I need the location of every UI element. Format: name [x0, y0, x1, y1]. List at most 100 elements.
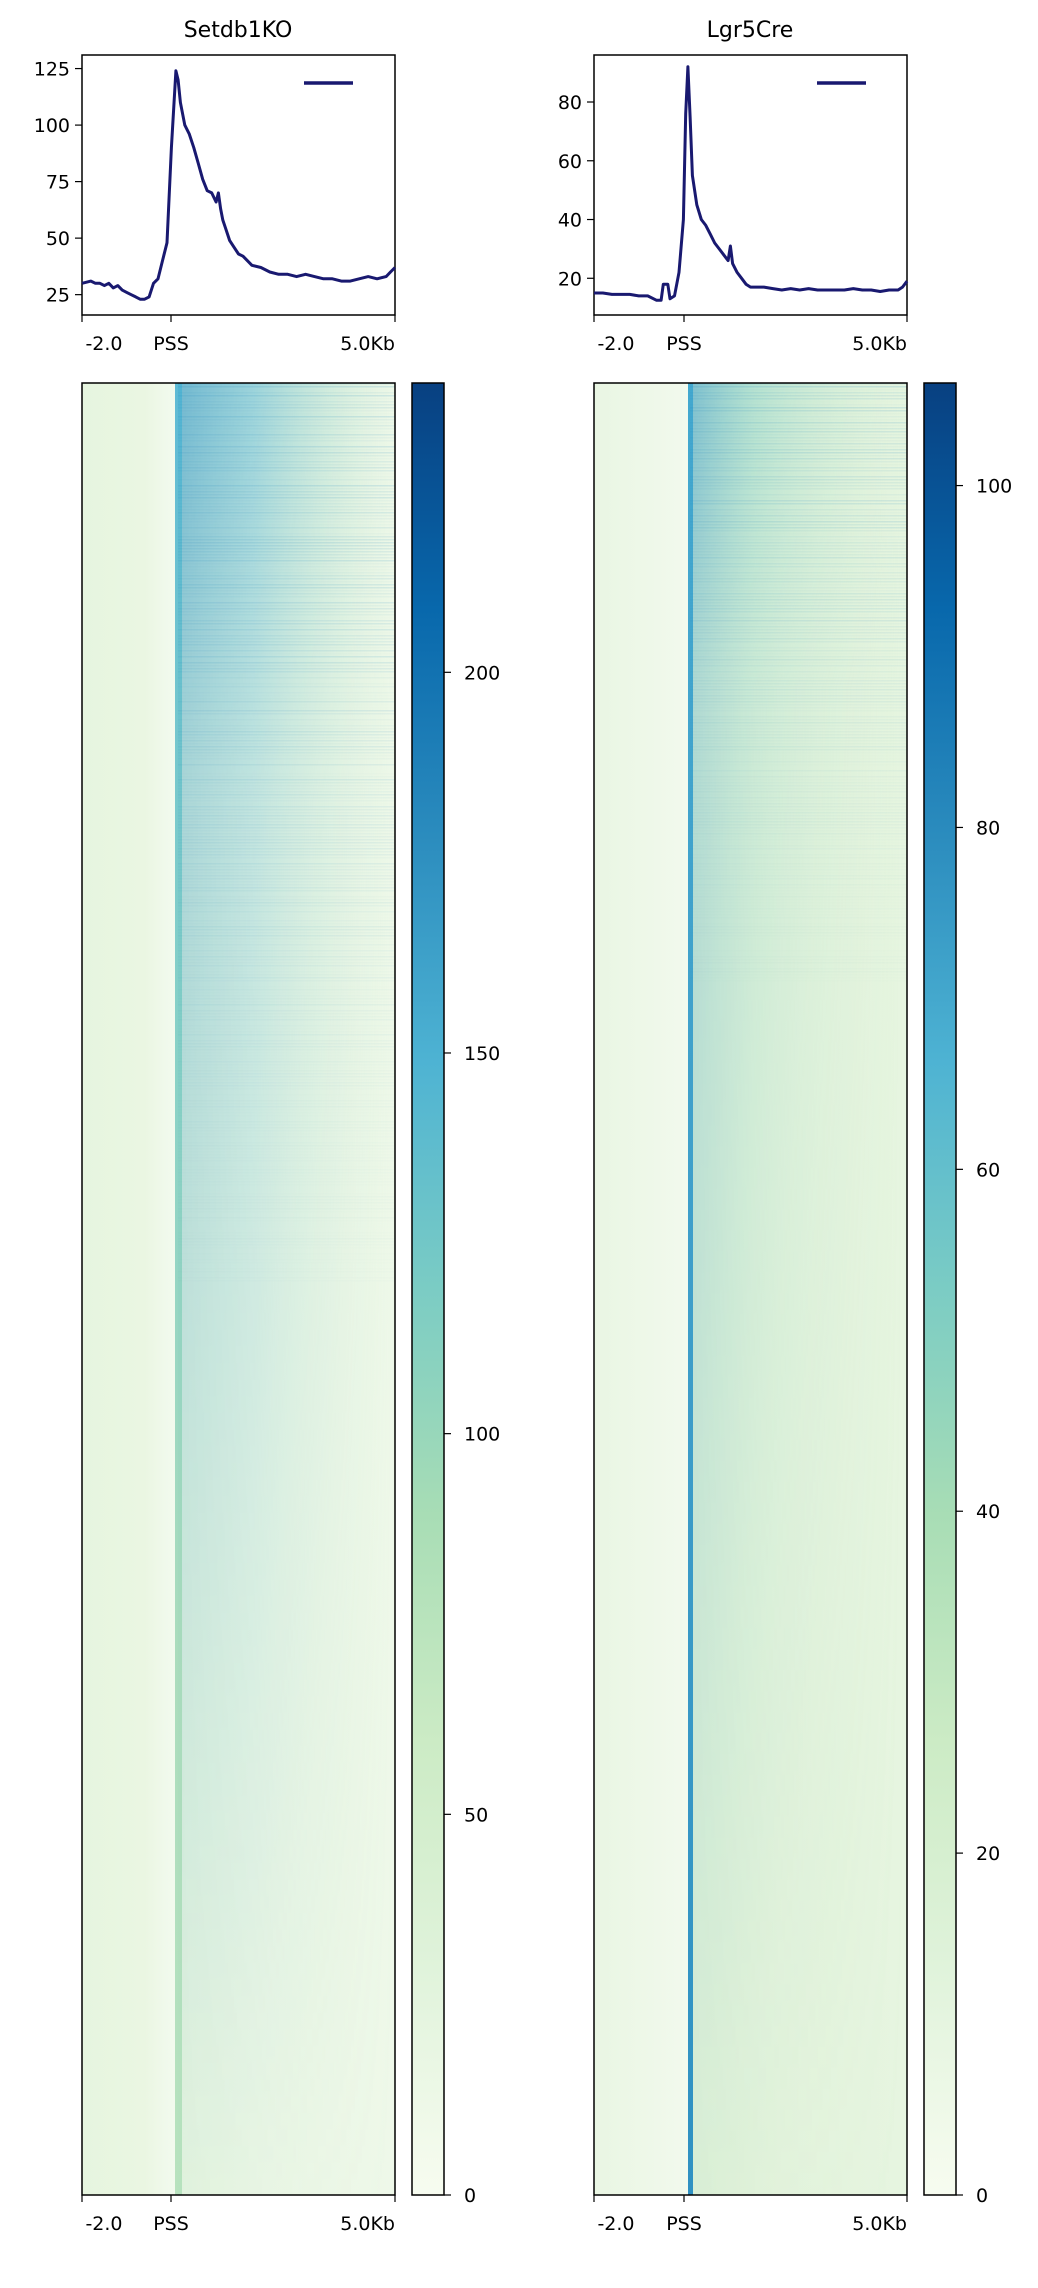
heatmap-row-texture: [178, 914, 395, 916]
heatmap-row-texture: [690, 509, 907, 511]
heatmap-row-texture: [690, 815, 907, 817]
heatmap-row-texture: [690, 623, 907, 625]
heatmap-row-texture: [178, 503, 395, 505]
heatmap-row-texture: [690, 398, 907, 400]
heatmap-row-texture: [178, 1118, 395, 1120]
heatmap-row-texture: [690, 497, 907, 499]
heatmap-row-texture: [178, 1163, 395, 1165]
heatmap-row-texture: [690, 935, 907, 937]
heatmap-row-texture: [178, 932, 395, 934]
heatmap-row-texture: [178, 443, 395, 445]
heatmap-row-texture: [690, 425, 907, 427]
heatmap-row-texture: [178, 1130, 395, 1132]
heatmap-row-texture: [178, 566, 395, 568]
heatmap-row-texture: [690, 701, 907, 703]
heatmap-row-texture: [178, 1181, 395, 1183]
heatmap-row-texture: [178, 746, 395, 748]
heatmap-row-texture: [178, 761, 395, 763]
heatmap-row-texture: [178, 527, 395, 529]
heatmap-row-texture: [690, 959, 907, 961]
heatmap-row-texture: [178, 662, 395, 664]
heatmap-row-texture: [178, 1028, 395, 1030]
colorbar-tick-label: 40: [976, 1501, 1000, 1523]
heatmap-row-texture: [690, 656, 907, 658]
heatmap-row-texture: [690, 680, 907, 682]
heatmap-row-texture: [178, 980, 395, 982]
heatmap-row-texture: [178, 710, 395, 712]
y-tick-label: 40: [558, 210, 582, 232]
heatmap-row-texture: [178, 605, 395, 607]
heatmap-row-texture: [178, 641, 395, 643]
heatmap-row-texture: [178, 902, 395, 904]
heatmap-row-texture: [690, 950, 907, 952]
heatmap-row-texture: [178, 1040, 395, 1042]
heatmap-row-texture: [178, 791, 395, 793]
heatmap-row-texture: [178, 515, 395, 517]
heatmap-row-texture: [178, 464, 395, 466]
heatmap-row-texture: [178, 437, 395, 439]
heatmap-row-texture: [178, 563, 395, 565]
heatmap-row-texture: [178, 1109, 395, 1111]
heatmap-row-texture: [178, 1088, 395, 1090]
heatmap-row-texture: [690, 842, 907, 844]
x-axis: -2.0 PSS 5.0Kb: [81, 315, 396, 355]
heatmap-row-texture: [178, 521, 395, 523]
heatmap-row-texture: [690, 431, 907, 433]
heatmap-row-texture: [178, 1133, 395, 1135]
heatmap-row-texture: [178, 1202, 395, 1204]
heatmap-row-texture: [178, 923, 395, 925]
heatmap-row-texture: [690, 710, 907, 712]
heatmap-row-texture: [690, 653, 907, 655]
heatmap-row-texture: [178, 1115, 395, 1117]
x-tick-label: -2.0: [85, 2213, 122, 2235]
heatmap-row-texture: [178, 1124, 395, 1126]
heatmap-row-texture: [178, 428, 395, 430]
heatmap-row-texture: [178, 770, 395, 772]
x-axis: -2.0 PSS 5.0Kb: [593, 315, 908, 355]
heatmap-row-texture: [178, 512, 395, 514]
y-tick-label: 20: [558, 268, 582, 290]
heatmap-row-texture: [178, 1253, 395, 1255]
heatmap-row-texture: [690, 482, 907, 484]
profile-title: Lgr5Cre: [707, 18, 794, 43]
heatmap-row-texture: [178, 476, 395, 478]
heatmap-row-texture: [178, 788, 395, 790]
heatmap-row-texture: [178, 560, 395, 562]
heatmap-row-texture: [178, 536, 395, 538]
heatmap-row-texture: [178, 413, 395, 415]
heatmap-row-texture: [178, 938, 395, 940]
heatmap-row-texture: [690, 836, 907, 838]
heatmap-row-texture: [690, 770, 907, 772]
heatmap-row-texture: [178, 800, 395, 802]
heatmap-row-texture: [690, 974, 907, 976]
heatmap-row-texture: [690, 407, 907, 409]
series-line: [81, 69, 397, 301]
heatmap-row-texture: [690, 878, 907, 880]
heatmap-row-texture: [178, 695, 395, 697]
heatmap-row-texture: [178, 944, 395, 946]
heatmap-row-texture: [690, 686, 907, 688]
heatmap-row-texture: [178, 572, 395, 574]
heatmap-row-texture: [690, 743, 907, 745]
heatmap-row-texture: [178, 461, 395, 463]
heatmap-row-texture: [690, 449, 907, 451]
x-tick-label: PSS: [153, 2213, 189, 2235]
heatmap-row-texture: [690, 476, 907, 478]
heatmap-row-texture: [178, 608, 395, 610]
heatmap-row-texture: [178, 590, 395, 592]
heatmap-row-texture: [178, 1022, 395, 1024]
heatmap-row-texture: [178, 818, 395, 820]
heatmap-row-texture: [178, 809, 395, 811]
heatmap-row-texture: [178, 401, 395, 403]
heatmap-row-texture: [690, 578, 907, 580]
heatmap-row-texture: [178, 821, 395, 823]
heatmap-row-texture: [690, 548, 907, 550]
heatmap-row-texture: [690, 821, 907, 823]
heatmap-row-texture: [178, 668, 395, 670]
heatmap-row-texture: [178, 422, 395, 424]
heatmap-row-texture: [178, 1037, 395, 1039]
heatmap-row-texture: [178, 404, 395, 406]
heatmap-row-texture: [690, 884, 907, 886]
heatmap-row-texture: [690, 563, 907, 565]
heatmap-row-texture: [178, 1055, 395, 1057]
